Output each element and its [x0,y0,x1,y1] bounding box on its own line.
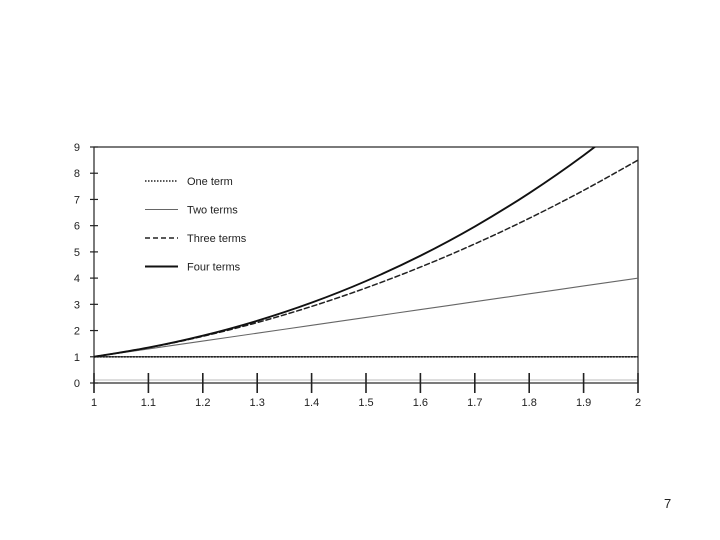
plot-frame [93,146,639,384]
x-tick-label: 1.6 [413,397,428,409]
legend-label: Two terms [187,205,238,217]
x-tick-label: 2 [635,397,641,409]
axes [93,146,639,384]
x-tick-label: 1.3 [250,397,265,409]
y-tick-label: 5 [74,247,80,259]
series-line-two-terms [94,277,638,358]
series-lines [94,147,638,358]
y-tick-label: 1 [74,352,80,364]
y-tick-label: 0 [74,378,80,390]
page-number: 7 [664,496,672,511]
y-tick-label: 7 [74,194,80,206]
legend: One term Two terms Three terms Four terms [145,176,247,274]
legend-label: Three terms [187,233,247,245]
y-tick-label: 9 [74,142,80,154]
x-tick-label: 1 [91,397,97,409]
legend-label: Four terms [187,262,241,274]
series-line-three-terms [94,159,638,358]
x-tick-label: 1.8 [522,397,537,409]
y-tick-label: 2 [74,326,80,338]
y-tick-label: 4 [74,273,80,285]
y-tick-label: 3 [74,299,80,311]
x-tick-label: 1.7 [467,397,482,409]
x-tick-label: 1.9 [576,397,591,409]
x-tick-label: 1.2 [195,397,210,409]
series-line-four-terms [94,147,597,358]
legend-label: One term [187,176,233,188]
y-tick-label: 8 [74,168,80,180]
x-tick-label: 1.1 [141,397,156,409]
x-tick-label: 1.5 [358,397,373,409]
x-tick-label: 1.4 [304,397,319,409]
y-tick-label: 6 [74,221,80,233]
